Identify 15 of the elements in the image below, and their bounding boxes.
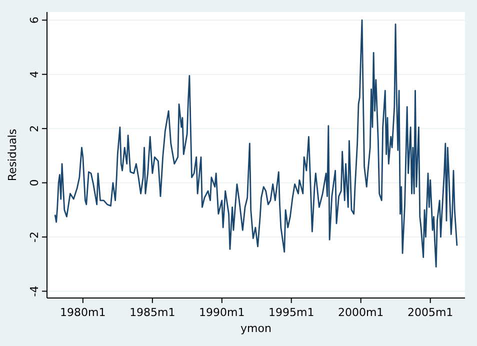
x-tick-label: 1980m1 — [60, 306, 106, 319]
y-tick-label: -4 — [28, 286, 41, 297]
x-tick-label: 1995m1 — [268, 306, 314, 319]
x-tick-label: 2005m1 — [407, 306, 454, 319]
x-tick-label: 2000m1 — [338, 306, 384, 319]
x-tick-label: 1985m1 — [130, 306, 176, 319]
x-tick-label: 1990m1 — [199, 306, 245, 319]
y-tick-label: 6 — [28, 16, 41, 24]
y-tick-label: 2 — [28, 125, 41, 132]
y-tick-label: 0 — [28, 179, 41, 186]
x-axis-title: ymon — [240, 322, 272, 335]
y-tick-label: -2 — [28, 232, 41, 242]
y-tick-label: 4 — [28, 70, 41, 78]
line-series — [54, 19, 458, 268]
y-axis-title: Residuals — [6, 128, 19, 182]
